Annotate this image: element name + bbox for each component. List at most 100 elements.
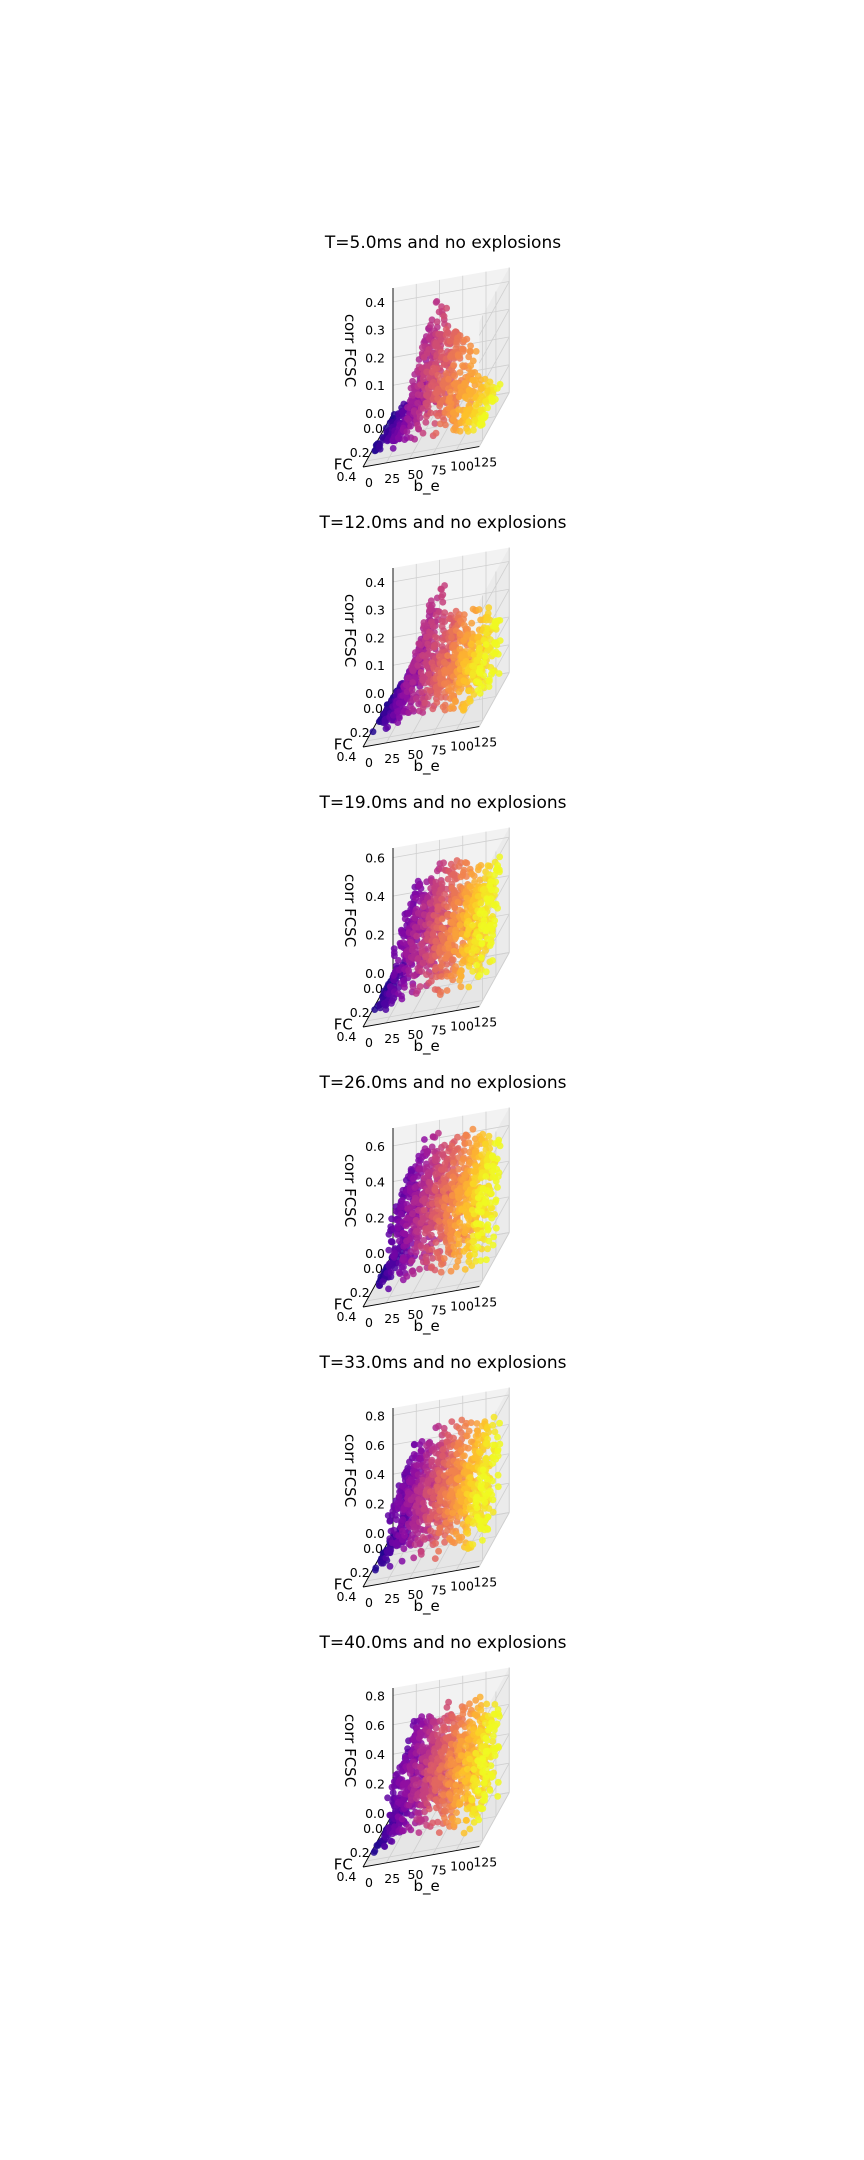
scatter-point [418,364,426,372]
scatter-point [456,921,464,929]
scatter-point [473,1420,481,1427]
scatter-point [490,1453,497,1461]
scatter-point [395,713,403,720]
scatter-point [376,441,384,449]
scatter-point [439,598,447,606]
x-tick-label: 125 [473,1295,497,1310]
grid-line [379,1536,496,1558]
scatter-point [404,1205,412,1212]
scatter-point [440,312,448,320]
scatter-point [446,338,454,345]
scatter-point [455,1252,463,1260]
scatter-point [494,904,501,912]
scatter-point [416,1518,423,1526]
scatter-point [467,342,474,350]
scatter-point [486,921,494,929]
scatter-point [483,629,490,637]
scatter-point [438,895,445,903]
scatter-point [437,1233,445,1240]
scatter-point [448,1142,456,1150]
z-tick-label: 0.4 [365,889,385,904]
scatter-point [399,939,407,946]
scatter-point [391,1264,399,1272]
scatter-point [438,973,446,980]
scatter-point [412,1194,419,1202]
axis-line [362,1006,480,1028]
scatter-point [394,1504,402,1512]
scatter-point [382,1554,390,1562]
scatter-point [482,641,490,648]
scatter-point [433,1519,441,1527]
scatter-point [445,1243,452,1251]
scatter-point [449,956,457,964]
scatter-point [398,992,405,1000]
axis-line [362,1286,480,1308]
scatter-point [389,445,397,452]
y-tick-label: 0.2 [350,725,370,740]
scatter-point [425,346,433,353]
scatter-point [396,1270,404,1277]
scatter-point [487,878,495,885]
scatter-point [421,1535,428,1543]
scatter-point [463,1180,470,1188]
scatter-point [464,1530,472,1537]
scatter-point [426,900,434,907]
x-tick-label: 0 [365,1875,373,1890]
scatter-point [421,1136,428,1143]
scatter-point [478,1229,486,1237]
scatter-point [452,698,459,706]
x-tick-label: 75 [431,1863,447,1878]
scatter-point [444,1527,451,1534]
scatter-point [469,357,477,365]
scatter-point [435,1129,442,1137]
scatter-point [406,1510,413,1517]
scatter-point [423,930,431,938]
scatter-point [488,1214,496,1222]
scatter-point [429,1133,437,1141]
scatter-point [478,1151,486,1159]
scatter-point [407,900,414,908]
scatter-point [482,926,490,934]
scatter-point [469,376,477,384]
scatter-point [465,963,473,970]
scatter-point [489,668,497,676]
scatter-point [421,1195,429,1203]
z-tick-label: 0.4 [365,1467,385,1482]
scatter-point [478,1480,485,1488]
scatter-point [400,1796,407,1804]
z-tick-label: 0.6 [365,1438,385,1453]
z-tick-label: 0.3 [365,323,385,338]
scatter-point [450,361,458,369]
y-tick-label: 0.4 [336,749,356,764]
scatter-point [442,326,450,333]
scatter-point [432,429,440,437]
scatter-point [483,1459,491,1467]
scatter-point [484,1221,492,1228]
scatter-point [437,693,445,701]
scatter-point [417,1550,425,1558]
scatter-point [406,1458,413,1466]
scatter-point [457,1446,465,1454]
scatter-point [469,921,476,929]
scatter-point [465,418,473,426]
scatter-point [482,968,490,976]
axis-line [362,446,480,468]
scatter-point [419,429,427,437]
scatter-point [395,1493,403,1500]
scatter-point [484,1525,491,1533]
axis-line [362,1566,480,1588]
scatter-point [445,375,452,383]
scatter-point [450,947,458,955]
scatter-point [418,1454,425,1462]
scatter-point [432,1239,440,1246]
x-tick-label: 100 [450,1299,474,1314]
scatter-point [401,1532,408,1539]
scatter-point [420,911,428,919]
z-tick-label: 0.8 [365,1408,385,1423]
scatter-point [381,1843,389,1850]
chart-title: T=12.0ms and no explosions [318,513,566,533]
scatter-point [466,697,474,705]
scatter-point [398,1815,406,1823]
scatter-point [423,1458,431,1466]
axis-line [362,726,480,748]
